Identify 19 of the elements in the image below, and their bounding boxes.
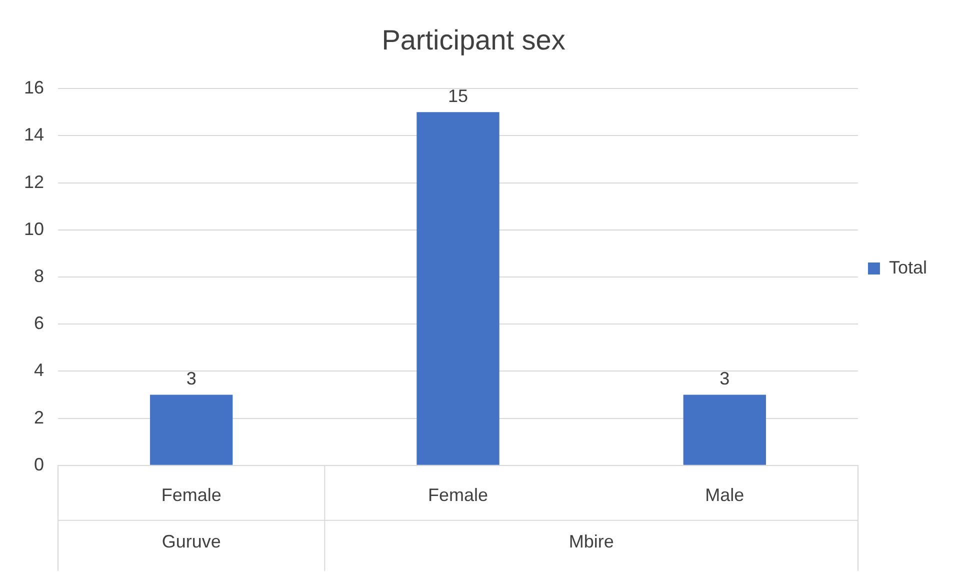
y-tick-label: 16 xyxy=(24,78,44,98)
y-tick-label: 10 xyxy=(24,218,44,239)
chart-title: Participant sex xyxy=(382,24,566,56)
y-tick-label: 0 xyxy=(34,454,44,474)
y-tick-label: 12 xyxy=(24,172,44,192)
text: Mbire xyxy=(568,531,614,552)
text: Guruve xyxy=(162,531,221,552)
y-tick-label: 6 xyxy=(34,313,44,334)
data-label: 3 xyxy=(720,368,730,389)
x-tick-label: Male xyxy=(705,485,744,506)
y-tick-label: 4 xyxy=(34,360,44,380)
x-tick-label: Female xyxy=(161,485,222,506)
legend-label: Total xyxy=(888,257,928,278)
data-label: 15 xyxy=(448,86,468,106)
y-tick-label: 14 xyxy=(24,124,44,145)
y-tick-label: 8 xyxy=(34,266,44,286)
data-label: 3 xyxy=(186,368,196,389)
y-tick-label: 2 xyxy=(34,407,44,428)
x-tick-label: Female xyxy=(428,485,488,506)
